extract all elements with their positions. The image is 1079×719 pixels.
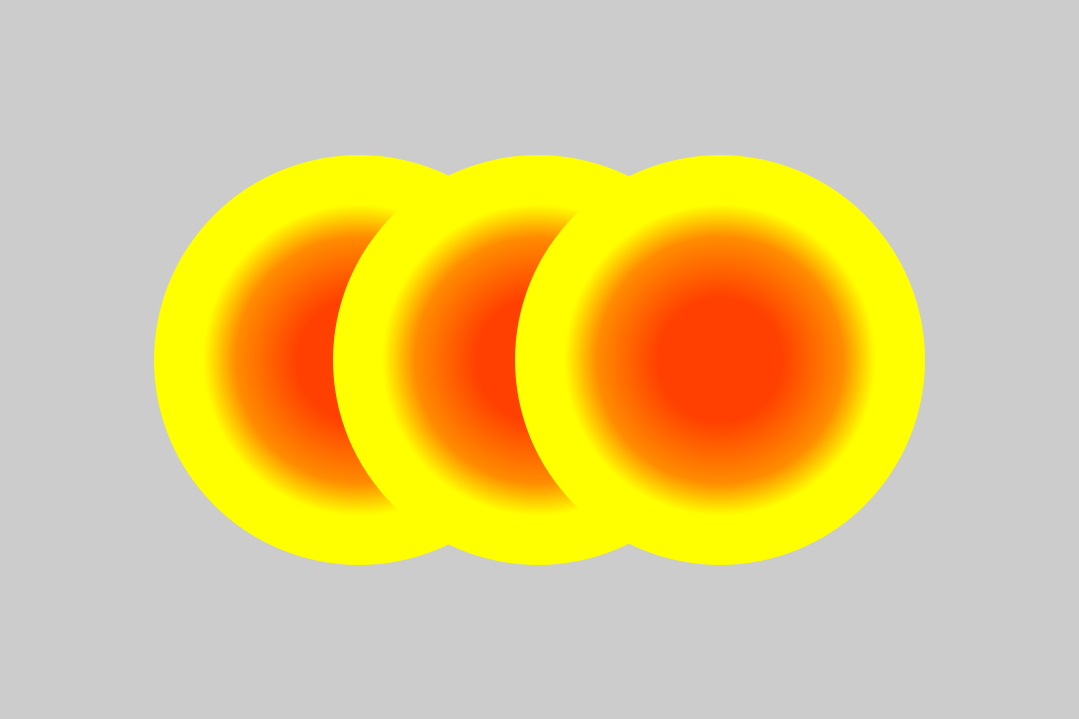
- gradient-circle-right: [515, 155, 925, 565]
